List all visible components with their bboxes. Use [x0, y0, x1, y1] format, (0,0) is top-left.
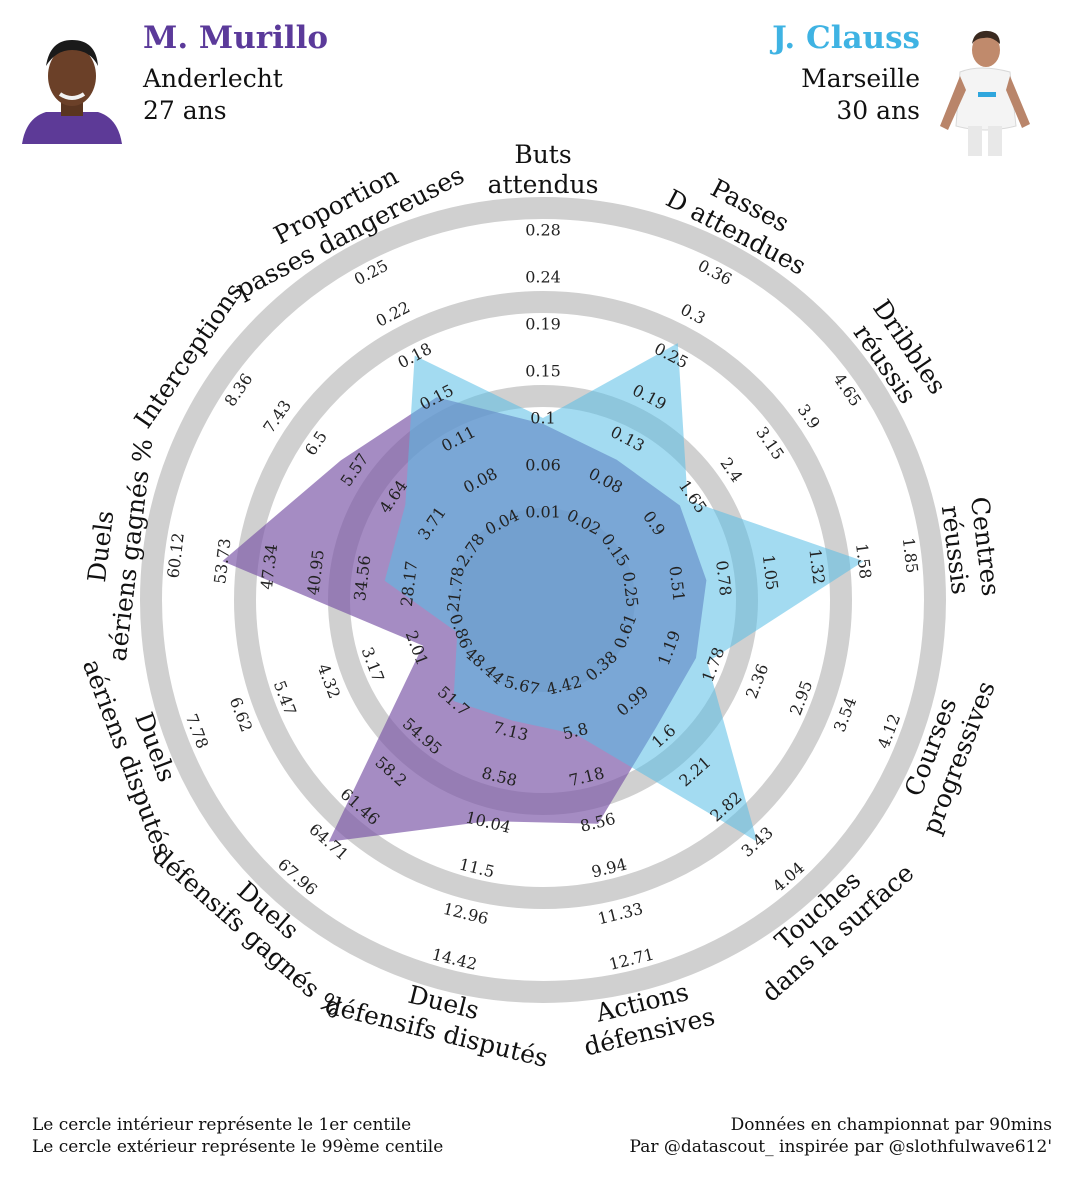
footer-right-line2: Par @datascout_ inspirée par @slothfulwa…	[629, 1137, 1052, 1157]
axis-label: Buts attendus	[488, 140, 599, 199]
player2-name: J. Clauss	[772, 20, 920, 56]
series-area-player2	[384, 343, 864, 842]
footer-left-line1: Le cercle intérieur représente le 1er ce…	[32, 1115, 412, 1135]
tick-label: 1.32	[805, 548, 828, 586]
tick-label: 0.24	[525, 268, 561, 287]
tick-label: 0.19	[525, 315, 561, 334]
tick-label: 12.96	[441, 899, 490, 928]
tick-label: 0.51	[665, 565, 688, 603]
tick-label: 0.01	[525, 503, 561, 522]
tick-label: 1.05	[759, 554, 782, 592]
axis-label: Centresréussis	[935, 495, 1006, 601]
tick-label: 53.73	[210, 537, 234, 585]
tick-label: 1.85	[899, 537, 922, 575]
tick-label: 0.78	[712, 559, 735, 597]
player1-name: M. Murillo	[143, 20, 329, 56]
tick-label: 0.3	[677, 300, 708, 329]
player2-avatar	[930, 26, 1040, 160]
tick-label: 0.25	[619, 571, 642, 609]
player1-club: Anderlecht	[143, 64, 283, 93]
player2-age: 30 ans	[836, 96, 920, 125]
tick-label: 0.28	[525, 221, 561, 240]
player2-club: Marseille	[801, 64, 920, 93]
tick-label: 0.06	[525, 456, 561, 475]
tick-label: 0.15	[525, 362, 561, 381]
tick-label: 1.58	[852, 542, 875, 580]
footer-left-line2: Le cercle extérieur représente le 99ème …	[32, 1137, 444, 1157]
footer-notes-right: Données en championnat par 90mins Par @d…	[630, 1114, 1052, 1158]
footer-notes-left: Le cercle intérieur représente le 1er ce…	[32, 1114, 443, 1158]
footer-right-line1: Données en championnat par 90mins	[730, 1115, 1052, 1135]
tick-label: 11.33	[596, 899, 645, 928]
player1-avatar	[16, 32, 128, 144]
tick-label: 0.1	[530, 409, 555, 428]
player1-age: 27 ans	[143, 96, 227, 125]
tick-label: 60.12	[164, 532, 188, 580]
